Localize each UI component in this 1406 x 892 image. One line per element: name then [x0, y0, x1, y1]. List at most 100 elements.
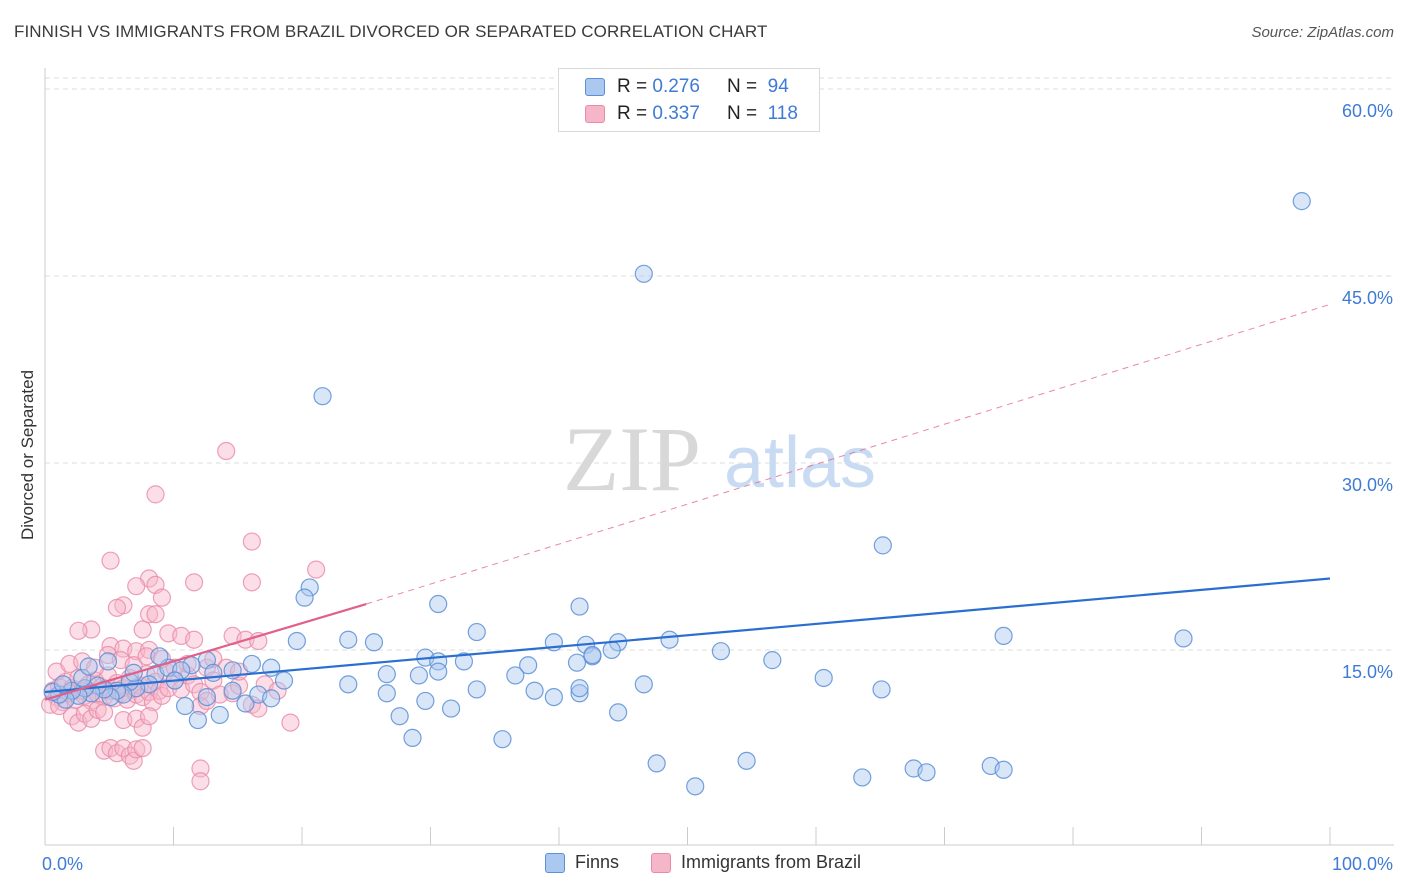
finns-point [416, 691, 435, 711]
finns-n-label: N = [726, 76, 758, 97]
axes [44, 68, 1394, 846]
finns-point [711, 642, 731, 661]
finns-point [602, 640, 621, 660]
bottom-legend: Finns Immigrants from Brazil [0, 852, 1406, 873]
finns-point [390, 707, 409, 726]
finns-point [454, 652, 474, 671]
brazil-point [139, 707, 159, 726]
finns-point [204, 663, 223, 682]
brazil-point [217, 441, 236, 461]
finns-point [686, 777, 705, 796]
brazil-point [242, 532, 261, 551]
finns-r-label: R = [617, 76, 648, 97]
finns-legend-label: Finns [574, 852, 619, 872]
brazil-point [242, 573, 261, 592]
brazil-point [307, 560, 326, 579]
brazil-point [146, 485, 165, 504]
brazil-point [191, 772, 210, 791]
finns-point [409, 666, 429, 685]
finns-point [262, 658, 281, 677]
brazil-point [184, 573, 204, 592]
finns-point [441, 699, 461, 718]
brazil-legend-swatch [650, 852, 671, 873]
finns-point [570, 684, 589, 703]
finns-point [364, 633, 384, 652]
finns-point [570, 679, 589, 698]
brazil-point [133, 718, 152, 737]
finns-point [519, 656, 538, 675]
finns-point [917, 763, 936, 782]
bottom-legend-finns: Finns [544, 852, 619, 873]
finns-point [175, 696, 195, 716]
finns-point [467, 622, 486, 642]
finns-point [994, 760, 1013, 779]
brazil-point [124, 751, 143, 770]
finns-point [506, 666, 525, 685]
finns-point [634, 675, 653, 694]
finns-point [403, 728, 422, 748]
finns-r-value: 0.276 [652, 76, 700, 97]
brazil-n-label: N = [726, 103, 758, 124]
brazil-point [184, 630, 204, 649]
finns-point [873, 536, 892, 555]
finns-point [647, 754, 666, 773]
watermark-atlas: atlas [724, 423, 876, 503]
finns-point [313, 387, 332, 406]
brazil-r-label: R = [617, 103, 648, 124]
finns-point [53, 675, 73, 694]
brazil-point [82, 620, 101, 639]
finns-point [73, 668, 92, 688]
brazil-trend-line [44, 602, 367, 701]
brazil-r-value: 0.337 [652, 103, 700, 124]
brazil-point [133, 620, 152, 639]
brazil-point [95, 703, 114, 722]
finns-point [853, 768, 872, 787]
finns-point [567, 653, 587, 672]
chart-title: FINNISH VS IMMIGRANTS FROM BRAZIL DIVORC… [14, 22, 768, 41]
finns-point [377, 684, 396, 703]
finns-swatch [585, 78, 605, 96]
finns-point [493, 730, 512, 749]
finns-point [634, 264, 653, 283]
finns-point [1292, 192, 1311, 211]
finns-point [339, 630, 358, 649]
finns-point [525, 681, 544, 700]
finns-point [872, 680, 891, 699]
finns-point [236, 694, 255, 713]
finns-point [188, 710, 208, 730]
finns-point [223, 681, 242, 700]
finns-point [98, 652, 118, 671]
finns-point [150, 647, 169, 666]
brazil-points [41, 441, 326, 791]
brazil-point [139, 605, 159, 624]
finns-legend-swatch [544, 852, 565, 873]
finns-point [763, 651, 782, 670]
legend-row-brazil: R = 0.337 N = 118 [585, 102, 798, 126]
tick-labels: 15.0% 30.0% 45.0% 60.0% 0.0% 100.0% [42, 101, 1393, 874]
finns-point [377, 665, 396, 684]
finns-point [339, 675, 358, 694]
brazil-point [146, 605, 165, 624]
brazil-point [152, 588, 172, 607]
finns-point [287, 631, 306, 651]
brazil-point [281, 713, 300, 732]
brazil-point [127, 642, 146, 661]
brazil-point [137, 647, 156, 666]
finns-point [429, 662, 448, 681]
finns-point [994, 626, 1013, 646]
finns-point [262, 689, 281, 708]
source-label: Source: ZipAtlas.com [1251, 24, 1394, 41]
finns-point [1174, 629, 1193, 648]
brazil-point [127, 740, 146, 759]
brazil-legend-label: Immigrants from Brazil [680, 852, 862, 872]
grid-lines [45, 77, 1394, 651]
finns-point [172, 661, 191, 680]
legend-row-finns: R = 0.276 N = 94 [585, 75, 789, 99]
finns-point [660, 630, 679, 649]
brazil-point [114, 710, 133, 730]
finns-point [467, 680, 486, 699]
brazil-point [143, 693, 163, 712]
y-tick-label: 30.0% [1342, 475, 1393, 495]
brazil-n-value: 118 [767, 103, 798, 124]
